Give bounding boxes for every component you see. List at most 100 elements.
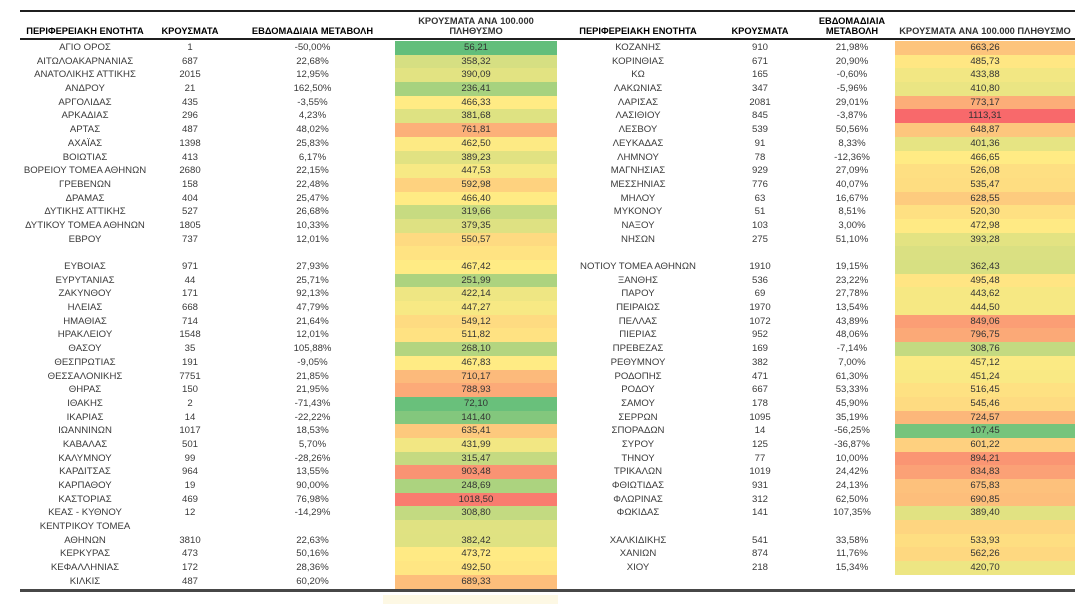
cases-cell[interactable]: 1805	[179, 219, 201, 231]
per-100k-cell[interactable]: 492,50	[395, 561, 557, 576]
cases-cell[interactable]: 158	[181, 178, 198, 190]
weekly-change-cell[interactable]: 22,48%	[296, 178, 329, 190]
region-name-cell[interactable]: ΒΟΡΕΙΟΥ ΤΟΜΕΑ ΑΘΗΝΩΝ	[23, 165, 147, 177]
region-name-cell[interactable]: ΚΑΒΑΛΑΣ	[62, 438, 108, 450]
weekly-change-cell[interactable]: -56,25%	[834, 425, 870, 437]
cases-cell[interactable]: 469	[181, 493, 198, 505]
cases-cell[interactable]: 99	[184, 452, 196, 464]
cases-cell[interactable]: 541	[751, 534, 768, 546]
per-100k-cell[interactable]	[395, 520, 557, 534]
per-100k-cell[interactable]: 894,21	[895, 451, 1075, 466]
cases-cell[interactable]: 527	[181, 206, 198, 218]
cases-cell[interactable]	[150, 246, 230, 260]
cases-cell[interactable]: 165	[751, 69, 768, 81]
weekly-change-cell[interactable]: -50,00%	[294, 42, 331, 53]
weekly-change-cell[interactable]: 24,42%	[835, 466, 869, 478]
region-name-cell[interactable]: ΛΕΣΒΟΥ	[618, 124, 658, 136]
weekly-change-cell[interactable]: 50,16%	[296, 548, 329, 560]
region-name-cell[interactable]: ΑΧΑΪΑΣ	[67, 137, 103, 149]
region-name-cell[interactable]: ΛΗΜΝΟΥ	[617, 151, 659, 163]
cases-cell[interactable]: 14	[754, 425, 766, 437]
cases-cell[interactable]: 2081	[749, 96, 771, 108]
weekly-change-cell[interactable]: 50,56%	[835, 124, 869, 136]
region-name-cell[interactable]: ΑΝΑΤΟΛΙΚΗΣ ΑΤΤΙΚΗΣ	[34, 69, 136, 81]
weekly-change-cell[interactable]: -0,60%	[836, 69, 868, 81]
weekly-change-cell[interactable]: -3,55%	[297, 96, 328, 108]
cases-cell[interactable]: 7751	[179, 370, 201, 382]
weekly-change-cell[interactable]: 45,90%	[835, 397, 869, 409]
per-100k-cell[interactable]: 433,88	[895, 68, 1075, 83]
weekly-change-cell[interactable]: 28,36%	[296, 562, 329, 574]
region-name-cell[interactable]: ΜΕΣΣΗΝΙΑΣ	[610, 178, 666, 190]
weekly-change-cell[interactable]: 22,15%	[296, 165, 329, 177]
per-100k-cell[interactable]: 401,36	[895, 136, 1075, 151]
weekly-change-cell[interactable]: 76,98%	[296, 493, 329, 505]
per-100k-cell[interactable]: 382,42	[395, 533, 557, 548]
cases-cell[interactable]: 874	[751, 548, 768, 560]
per-100k-cell[interactable]: 903,48	[395, 465, 557, 480]
cases-cell[interactable]: 487	[181, 124, 198, 136]
region-name-cell[interactable]: ΙΚΑΡΙΑΣ	[66, 411, 104, 423]
per-100k-cell[interactable]: 495,48	[895, 273, 1075, 288]
cases-cell[interactable]: 964	[181, 466, 198, 478]
cases-cell[interactable]: 19	[184, 480, 196, 491]
per-100k-cell[interactable]: 689,33	[395, 574, 557, 589]
weekly-change-cell[interactable]: 47,79%	[296, 302, 329, 314]
per-100k-cell[interactable]: 447,27	[395, 301, 557, 315]
cases-cell[interactable]: 296	[181, 110, 198, 122]
region-name-cell[interactable]: ΚΕΡΚΥΡΑΣ	[59, 548, 110, 560]
weekly-change-cell[interactable]: 29,01%	[835, 96, 869, 108]
weekly-change-cell[interactable]: 13,54%	[835, 302, 869, 314]
region-name-cell[interactable]: ΧΑΝΙΩΝ	[619, 548, 657, 560]
region-name-cell[interactable]: ΡΟΔΟΠΗΣ	[614, 370, 662, 382]
region-name-cell[interactable]: ΘΑΣΟΥ	[68, 343, 102, 355]
weekly-change-cell[interactable]: 27,09%	[835, 165, 869, 177]
weekly-change-cell[interactable]: 107,35%	[833, 507, 871, 519]
region-name-cell[interactable]: ΑΘΗΝΩΝ	[64, 534, 106, 546]
region-name-cell[interactable]: ΦΘΙΩΤΙΔΑΣ	[611, 480, 665, 491]
weekly-change-cell[interactable]: 24,13%	[835, 480, 869, 491]
region-name-cell[interactable]: ΤΗΝΟΥ	[621, 452, 655, 464]
cases-cell[interactable]: 1398	[179, 137, 201, 149]
per-100k-cell[interactable]: 1018,50	[395, 492, 557, 507]
region-name-cell[interactable]: ΛΑΣΙΘΙΟΥ	[615, 110, 661, 122]
region-name-cell[interactable]: ΚΟΖΑΝΗΣ	[615, 42, 661, 53]
cases-cell[interactable]: 714	[181, 315, 198, 327]
cases-cell[interactable]: 413	[181, 151, 198, 163]
weekly-change-cell[interactable]: -12,36%	[834, 151, 870, 163]
per-100k-cell[interactable]: 710,17	[395, 369, 557, 384]
weekly-change-cell[interactable]: 6,17%	[298, 151, 327, 163]
region-name-cell[interactable]: ΗΛΕΙΑΣ	[67, 302, 103, 314]
region-name-cell[interactable]: ΚΕΑΣ - ΚΥΘΝΟΥ	[48, 507, 122, 519]
cases-cell[interactable]: 471	[751, 370, 768, 382]
weekly-change-cell[interactable]: 15,34%	[835, 562, 869, 574]
cases-cell[interactable]: 218	[751, 562, 768, 574]
per-100k-cell[interactable]: 635,41	[395, 424, 557, 439]
weekly-change-cell[interactable]: 4,23%	[298, 110, 327, 122]
weekly-change-cell[interactable]: -9,05%	[297, 356, 328, 368]
per-100k-cell[interactable]: 466,40	[395, 191, 557, 206]
per-100k-cell[interactable]: 457,12	[895, 355, 1075, 370]
cases-cell[interactable]: 191	[181, 356, 198, 368]
per-100k-cell[interactable]: 796,75	[895, 328, 1075, 343]
per-100k-cell[interactable]: 422,14	[395, 287, 557, 302]
weekly-change-cell[interactable]: -5,96%	[836, 83, 868, 95]
per-100k-cell[interactable]: 516,45	[895, 383, 1075, 398]
cases-cell[interactable]: 35	[184, 343, 196, 355]
per-100k-cell[interactable]	[395, 246, 557, 260]
region-name-cell[interactable]: ΜΥΚΟΝΟΥ	[613, 206, 663, 218]
weekly-change-cell[interactable]: 19,15%	[835, 261, 869, 272]
per-100k-cell[interactable]: 319,66	[395, 205, 557, 220]
weekly-change-cell[interactable]: -14,29%	[294, 507, 331, 519]
region-name-cell[interactable]: ΙΘΑΚΗΣ	[67, 397, 103, 409]
cases-cell[interactable]	[150, 520, 230, 534]
region-name-cell[interactable]: ΗΜΑΘΙΑΣ	[63, 315, 107, 327]
region-name-cell[interactable]: ΓΡΕΒΕΝΩΝ	[59, 178, 111, 190]
weekly-change-cell[interactable]	[809, 520, 895, 534]
weekly-change-cell[interactable]: 27,78%	[835, 288, 869, 300]
per-100k-cell[interactable]: 849,06	[895, 314, 1075, 329]
region-name-cell[interactable]: ΕΥΒΟΙΑΣ	[64, 261, 106, 272]
weekly-change-cell[interactable]: 62,50%	[835, 493, 869, 505]
weekly-change-cell[interactable]: 16,67%	[835, 192, 869, 204]
weekly-change-cell[interactable]	[809, 246, 895, 260]
